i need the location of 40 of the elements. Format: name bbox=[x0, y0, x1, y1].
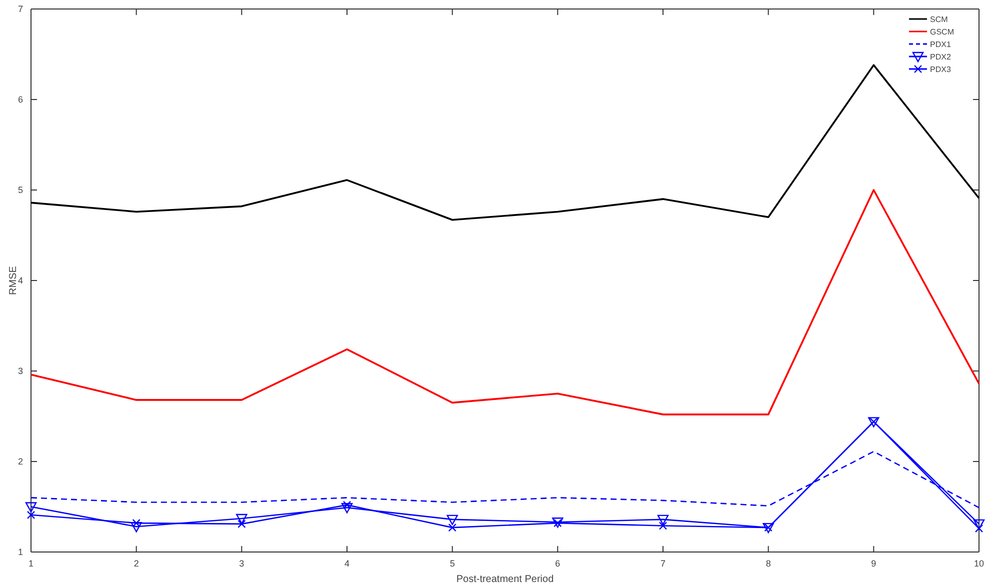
x-tick-label: 7 bbox=[660, 558, 666, 568]
x-tick-label: 3 bbox=[239, 558, 244, 568]
x-tick-label: 10 bbox=[974, 558, 984, 568]
point bbox=[25, 502, 37, 512]
point bbox=[238, 520, 246, 528]
point bbox=[342, 500, 352, 510]
point bbox=[446, 514, 458, 526]
point bbox=[658, 522, 668, 530]
x-tick-label: 2 bbox=[134, 558, 139, 568]
x-tick-label: 8 bbox=[766, 558, 771, 568]
y-tick-label: 4 bbox=[18, 275, 23, 286]
point bbox=[130, 522, 142, 532]
legend-label: PDX3 bbox=[930, 65, 952, 74]
point bbox=[448, 523, 456, 532]
point bbox=[236, 514, 248, 524]
y-tick-label: 5 bbox=[18, 184, 23, 195]
y-tick-label: 7 bbox=[18, 4, 23, 14]
x-tick-label: 5 bbox=[450, 558, 455, 568]
point bbox=[974, 524, 984, 533]
legend-label: SCM bbox=[930, 15, 948, 24]
line-series bbox=[30, 64, 980, 221]
legend-label: GSCM bbox=[930, 28, 954, 36]
point bbox=[132, 518, 140, 528]
point bbox=[657, 514, 669, 526]
y-tick-label: 1 bbox=[18, 546, 23, 557]
point bbox=[973, 519, 985, 530]
point bbox=[26, 510, 36, 519]
legend-label: PDX1 bbox=[930, 40, 952, 49]
x-tick-label: 6 bbox=[555, 558, 560, 568]
y-axis-title: RMSE bbox=[8, 266, 19, 295]
legend-label: PDX2 bbox=[930, 52, 952, 62]
y-tick-label: 3 bbox=[18, 366, 23, 376]
x-tick-label: 9 bbox=[871, 558, 876, 568]
y-tick-label: 6 bbox=[18, 94, 23, 104]
x-tick-label: 4 bbox=[344, 558, 350, 568]
point bbox=[341, 503, 353, 514]
x-axis-title: Post-treatment Period bbox=[456, 574, 554, 585]
line-series bbox=[30, 189, 980, 416]
y-tick-label: 2 bbox=[18, 456, 23, 466]
x-tick-label: 1 bbox=[28, 558, 34, 568]
